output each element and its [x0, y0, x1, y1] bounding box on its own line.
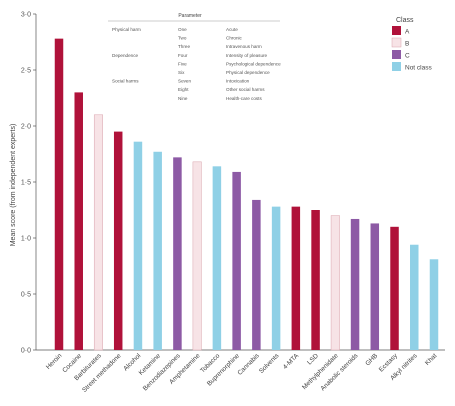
bar: [93, 114, 103, 351]
parameter-number: Seven: [178, 79, 191, 84]
parameter-number: Four: [178, 53, 188, 58]
bar: [252, 199, 261, 350]
bar: [54, 38, 64, 350]
x-category-label: LSD: [306, 352, 320, 366]
bar: [390, 226, 399, 350]
parameter-name: Physical dependence: [226, 70, 270, 75]
parameter-name: Health-care costs: [226, 96, 262, 101]
x-category-label: Khat: [424, 352, 439, 367]
parameter-number: Six: [178, 70, 185, 75]
legend-label: B: [405, 41, 409, 48]
parameter-table-rows: Physical harm One Acute Two Chronic Three Intr…: [112, 27, 281, 101]
parameter-name: Intensity of pleasure: [226, 53, 268, 58]
y-tick-label: 1·5: [21, 179, 31, 186]
bar: [113, 131, 123, 350]
bars: [54, 38, 439, 351]
y-tick-label: 3·0: [21, 11, 31, 18]
y-axis-ticks: 0·0 0·5 1·0 1·5 2·0 2·5 3·0: [21, 11, 36, 354]
legend-items: ABC Not class: [391, 26, 432, 72]
parameter-group: Dependence: [112, 53, 138, 58]
parameter-table-title: Parameter: [178, 13, 202, 19]
bar: [291, 206, 301, 350]
x-category-label: Cannabis: [236, 352, 261, 377]
y-tick-label: 0·5: [21, 291, 31, 298]
y-tick-label: 2·5: [21, 67, 31, 74]
bar: [271, 206, 281, 350]
bar: [173, 157, 182, 350]
parameter-name: Chronic: [226, 36, 243, 41]
y-tick-label: 1·0: [21, 235, 31, 242]
bar: [429, 259, 439, 350]
bar: [192, 161, 202, 351]
legend-label: A: [405, 29, 410, 36]
x-category-label: Heroin: [45, 352, 64, 371]
bar: [370, 223, 380, 350]
y-tick-label: 0·0: [21, 347, 31, 354]
parameter-group: Physical harm: [112, 27, 141, 32]
legend-label: C: [405, 53, 410, 60]
parameter-table: Parameter Physical harm One Acute Two Chroni…: [108, 13, 281, 101]
parameter-number: Five: [178, 61, 187, 66]
legend-swatch: [392, 26, 401, 35]
parameter-name: Intravenous harm: [226, 44, 262, 49]
bar: [133, 141, 143, 350]
parameter-name: Intoxication: [226, 79, 250, 84]
parameter-number: Three: [178, 44, 190, 49]
bar: [350, 218, 360, 350]
legend-label: Not class: [405, 65, 432, 72]
bar: [212, 166, 222, 350]
legend-swatch: [391, 37, 402, 48]
parameter-number: Eight: [178, 87, 189, 92]
bar: [74, 92, 83, 351]
legend-swatch: [392, 62, 401, 71]
legend-title: Class: [396, 17, 414, 24]
legend: Class ABC Not class: [391, 17, 432, 72]
x-category-label: Solvents: [258, 352, 281, 375]
x-category-label: GHB: [364, 352, 379, 367]
x-category-label: 4-MTA: [282, 352, 301, 371]
x-category-label: Street methadone: [81, 352, 123, 394]
bar: [153, 151, 162, 350]
parameter-name: Psychological dependence: [226, 61, 281, 66]
parameter-name: Acute: [226, 27, 238, 32]
bar: [410, 244, 419, 350]
y-tick-label: 2·0: [21, 123, 31, 130]
bar: [330, 215, 340, 351]
parameter-number: Nine: [178, 96, 188, 101]
parameter-group: Social harms: [112, 79, 139, 84]
legend-swatch: [392, 50, 401, 59]
parameter-name: Other social harms: [226, 87, 265, 92]
y-axis-title: Mean score (from independent experts): [10, 124, 17, 247]
x-category-label: Anabolic steroids: [320, 352, 360, 392]
parameter-number: One: [178, 27, 187, 32]
bar: [232, 171, 241, 350]
parameter-number: Two: [178, 36, 187, 41]
bar: [311, 210, 320, 350]
